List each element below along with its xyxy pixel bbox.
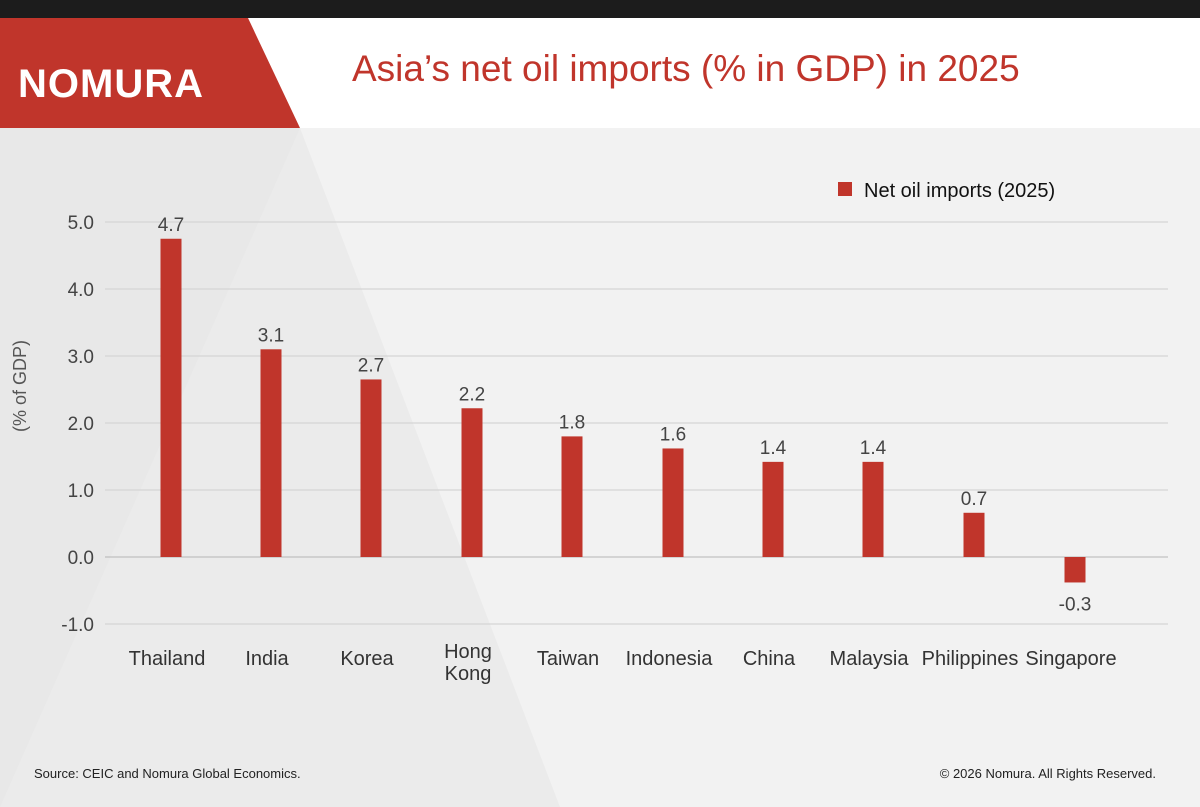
y-tick-label: 0.0 [68, 548, 94, 569]
top-bar [0, 0, 1200, 18]
bar [963, 512, 985, 557]
data-label: 2.2 [459, 384, 485, 405]
y-tick-label: 2.0 [68, 414, 94, 435]
bar-chart: 5.0 4.0 3.0 2.0 1.0 0.0 -1.0 4.7 Thailand 3.1 Indi… [0, 128, 1168, 807]
x-tick-label: India [245, 648, 289, 670]
logo: NOMURA [0, 18, 300, 128]
y-tick-label: 3.0 [68, 347, 94, 368]
x-tick-label: Taiwan [537, 648, 599, 670]
bar [160, 238, 182, 557]
bar-layer [160, 238, 1086, 583]
x-tick-label: Malaysia [830, 648, 910, 670]
data-label: 1.4 [860, 438, 887, 459]
data-label: 2.7 [358, 355, 384, 376]
legend-swatch [838, 182, 852, 196]
bar [1064, 557, 1086, 583]
label-layer: 5.0 4.0 3.0 2.0 1.0 0.0 -1.0 4.7 Thailand 3.1 Indi… [61, 213, 1116, 685]
page-title: Asia’s net oil imports (% in GDP) in 202… [352, 48, 1020, 89]
data-label: 0.7 [961, 489, 987, 510]
bar [662, 448, 684, 557]
y-tick-label: 1.0 [68, 481, 94, 502]
grid-layer [105, 221, 1168, 625]
legend-label: Net oil imports (2025) [864, 180, 1055, 202]
y-tick-label: 5.0 [68, 213, 94, 234]
bar [461, 408, 483, 557]
bar [561, 436, 583, 557]
bar [862, 461, 884, 557]
y-tick-label: 4.0 [68, 280, 94, 301]
data-label: 3.1 [258, 325, 284, 346]
x-tick-label: China [743, 648, 796, 670]
legend: Net oil imports (2025) [838, 180, 1055, 202]
data-label: 1.6 [660, 424, 686, 445]
x-tick-label: Thailand [129, 648, 206, 670]
data-label: -0.3 [1059, 594, 1092, 615]
bar [762, 461, 784, 557]
background-diagonal-shape [0, 128, 300, 807]
copyright-note: © 2026 Nomura. All Rights Reserved. [939, 766, 1156, 781]
x-tick-label: Singapore [1025, 648, 1116, 670]
data-label: 1.4 [760, 438, 787, 459]
x-tick-label: Indonesia [626, 648, 714, 670]
bar [360, 379, 382, 557]
data-label: 1.8 [559, 412, 585, 433]
data-label: 4.7 [158, 215, 184, 236]
source-note: Source: CEIC and Nomura Global Economics… [34, 766, 301, 781]
logo-text: NOMURA [18, 62, 204, 106]
logo-background [0, 18, 300, 128]
y-tick-label: -1.0 [61, 615, 94, 636]
x-tick-label: Philippines [922, 648, 1019, 670]
x-tick-label: Kong [445, 663, 492, 685]
x-tick-label: Korea [340, 648, 394, 670]
bar [260, 349, 282, 557]
y-axis-label: (% of GDP) [10, 340, 30, 432]
x-tick-label: Hong [444, 641, 492, 663]
